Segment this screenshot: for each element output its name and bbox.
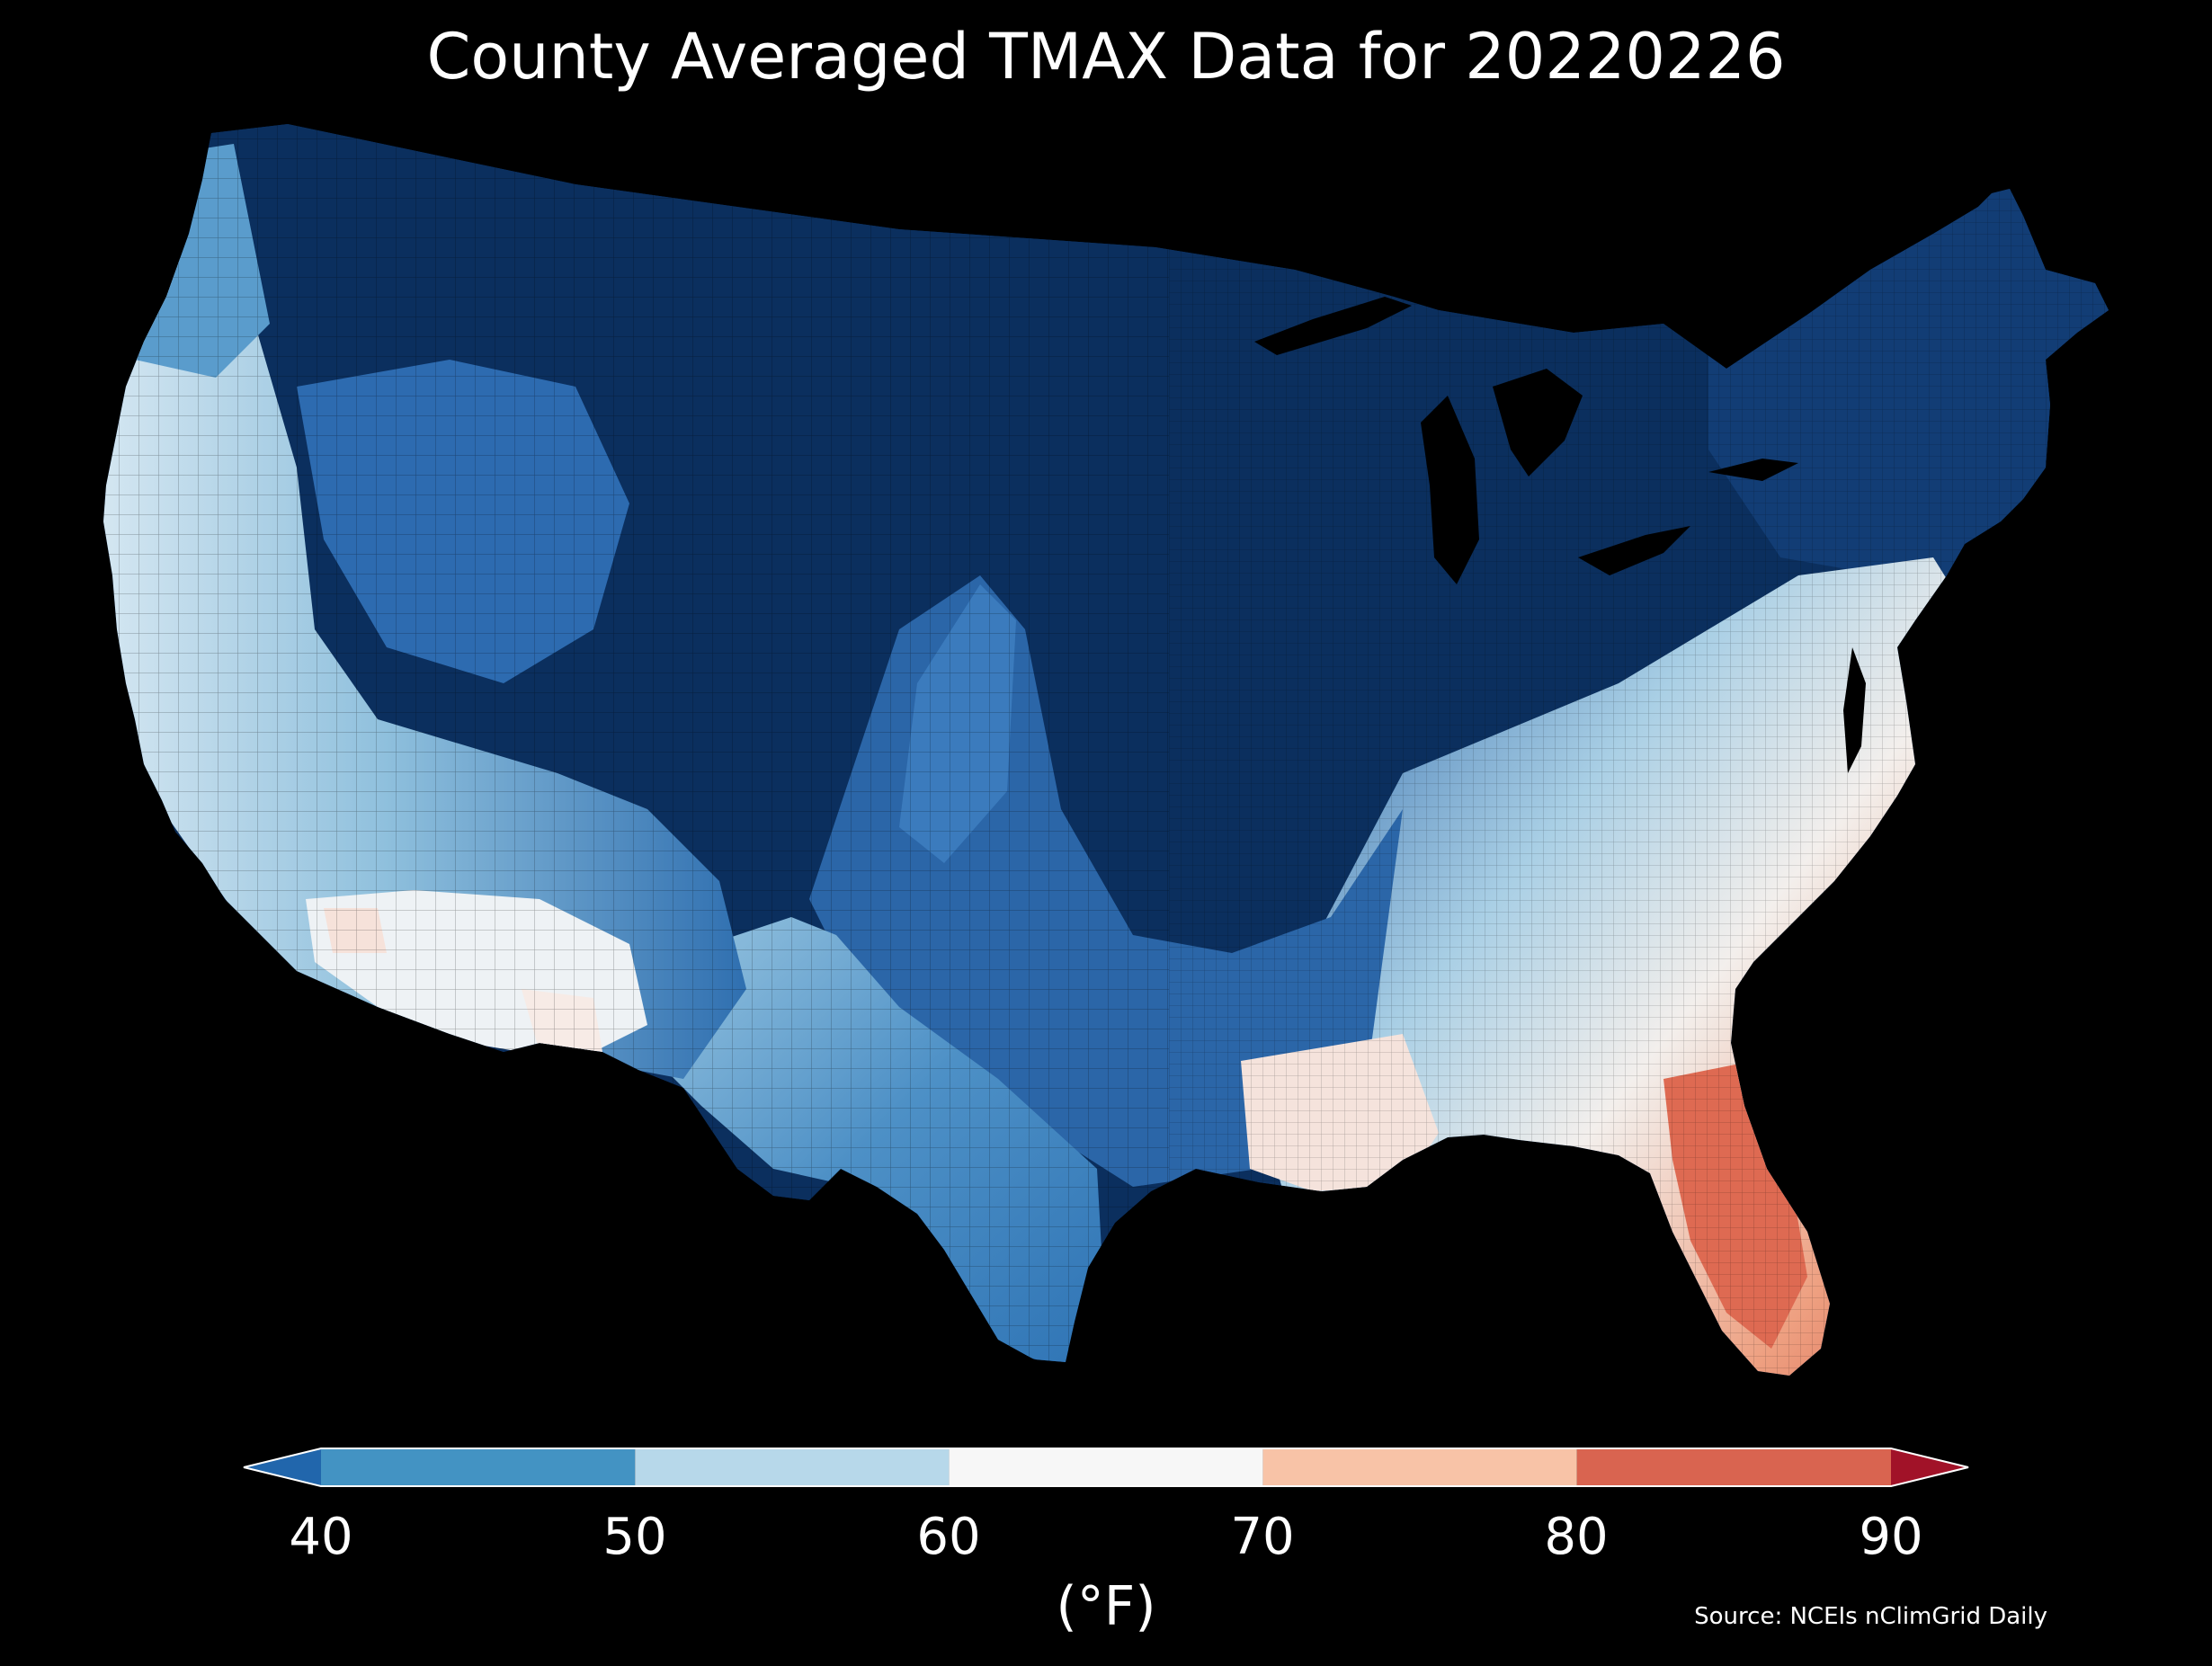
colorbar-outline: [243, 1448, 1969, 1487]
colorbar-high-extend: [1891, 1448, 1968, 1486]
colorbar-bin-70-80: [1262, 1448, 1577, 1486]
colorbar-tick-80: 80: [1544, 1508, 1609, 1566]
colorbar-tick-70: 70: [1230, 1508, 1295, 1566]
map-title: County Averaged TMAX Data for 20220226: [426, 20, 1786, 94]
colorbar-unit-label: (°F): [1056, 1575, 1156, 1638]
colorbar-bin-50-60: [635, 1448, 950, 1486]
colorbar-tick-40: 40: [289, 1508, 353, 1566]
colorbar-tick-60: 60: [916, 1508, 981, 1566]
colorbar-bin-40-50: [321, 1448, 636, 1486]
colorbar-bin-80-90: [1576, 1448, 1891, 1486]
colorbar-bin-60-70: [949, 1448, 1263, 1486]
colorbar-low-extend: [244, 1448, 321, 1486]
colorbar-tick-90: 90: [1859, 1508, 1923, 1566]
great-lakes: [1254, 297, 1798, 584]
source-credit: Source: NCEIs nClimGrid Daily: [1694, 1603, 2047, 1630]
colorbar-tick-50: 50: [602, 1508, 667, 1566]
